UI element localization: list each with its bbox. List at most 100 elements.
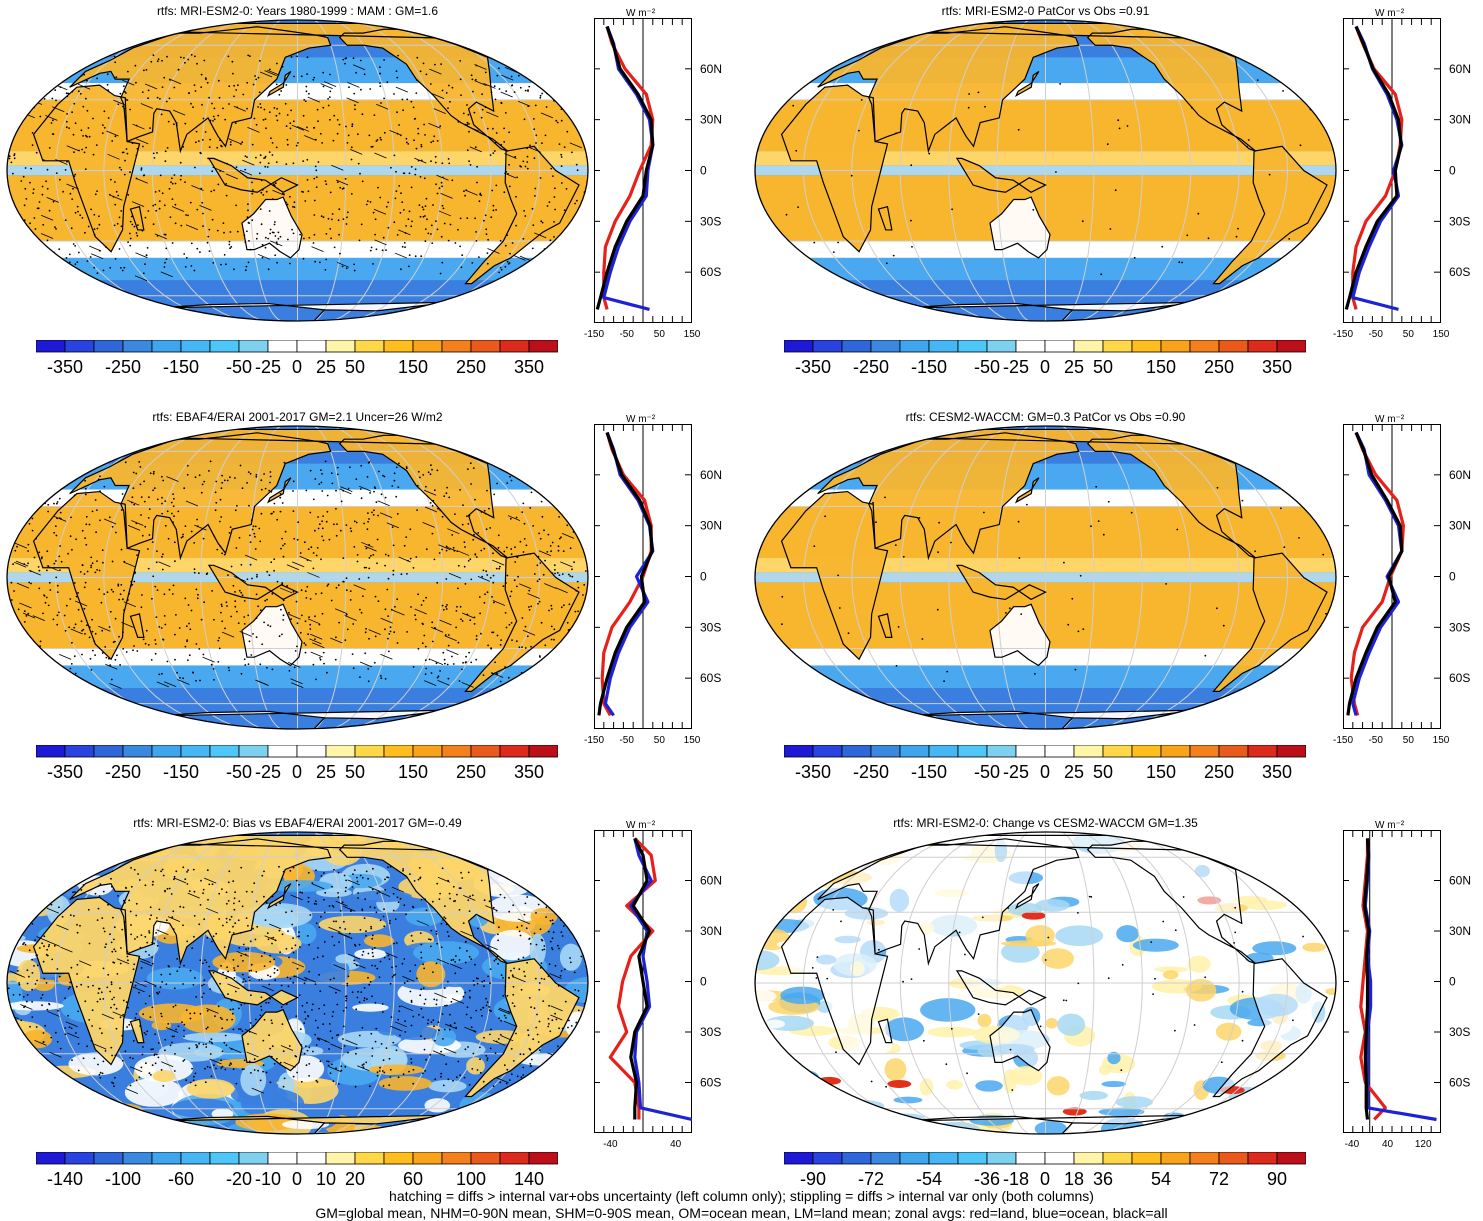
coastline: [129, 205, 145, 231]
coastline: [955, 157, 1047, 193]
panel-title-p6: rtfs: MRI-ESM2-0: Change vs CESM2-WACCM …: [893, 816, 1198, 830]
colorbar-swatch: [122, 340, 153, 353]
colorbar-swatch: [180, 745, 211, 758]
map-blob: [867, 839, 896, 851]
land-patch: [905, 1115, 1199, 1134]
zonal-x-labels-p2: -150 -50 50 150: [1333, 329, 1450, 340]
coastline: [1212, 145, 1328, 285]
map-blob: [769, 1081, 786, 1101]
colorbar-p2: -350 -250 -150 -50 -25 0 25 50 150 250 350: [784, 340, 1306, 377]
colorbar-swatch: [528, 745, 558, 758]
map-blob: [755, 832, 773, 853]
coastline: [266, 477, 292, 504]
land-patch: [465, 553, 579, 692]
zonal-unit-label: W m⁻²: [626, 820, 656, 831]
colorbar-swatch: [1015, 745, 1046, 758]
map-blob: [554, 1067, 588, 1086]
zonal-series-ocean: [603, 431, 655, 717]
map-blob: [1035, 899, 1070, 912]
colorbar-swatch: [267, 745, 298, 758]
map-blob: [1304, 1100, 1336, 1116]
zonal-lat-label: 30S: [1449, 1025, 1470, 1039]
map-outline: [754, 19, 1337, 322]
zonal-profile-p4: [1343, 424, 1441, 729]
land-patch: [1213, 146, 1327, 284]
zonal-series-land: [602, 26, 655, 310]
map-blob: [755, 1075, 778, 1099]
map-blob: [117, 1126, 180, 1134]
map-blob: [212, 951, 276, 973]
colorbar-label: 50: [345, 762, 365, 782]
map-blob: [1187, 955, 1211, 973]
map-blob: [527, 1081, 577, 1102]
colorbar-label: -350: [47, 762, 83, 782]
colorbar-swatch: [296, 745, 327, 758]
coastline: [817, 26, 1080, 154]
zonal-x-labels-p6: -40 40 120: [1345, 1139, 1432, 1150]
coastline: [780, 896, 889, 1066]
coastline: [464, 958, 580, 1098]
colorbar-p5: -140 -100 -60 -20 -10 0 10 20 60 100 140: [36, 1152, 558, 1189]
colorbar-swatch: [93, 340, 124, 353]
colorbar-swatch: [870, 1152, 901, 1165]
map-blob: [1325, 988, 1336, 995]
land-patch: [781, 491, 888, 660]
land-patch: [1087, 841, 1256, 964]
map-blob: [413, 941, 480, 965]
map-blob: [515, 864, 575, 877]
colorbar-swatch: [1102, 1152, 1133, 1165]
map-blob: [186, 1078, 235, 1099]
map-blob: [442, 993, 463, 1003]
coastline: [464, 145, 580, 285]
map-blob: [363, 934, 395, 948]
land-patch: [208, 970, 298, 1005]
map-blob: [1105, 1001, 1123, 1011]
zonal-unit-label: W m⁻²: [1375, 820, 1405, 831]
coastline: [207, 157, 299, 193]
map-blob: [1162, 970, 1179, 980]
coastline: [877, 613, 893, 638]
colorbar-swatch: [986, 1152, 1017, 1165]
map-blob: [182, 1032, 246, 1043]
panel-title-p5: rtfs: MRI-ESM2-0: Bias vs EBAF4/ERAI 200…: [133, 816, 462, 830]
stippling: [755, 485, 1336, 683]
colorbar-swatch: [354, 1152, 385, 1165]
land-patch: [465, 958, 579, 1097]
map-blob: [893, 1096, 923, 1104]
zonal-x-labels-p3: -150 -50 50 150: [584, 735, 701, 746]
coastline: [780, 84, 889, 253]
map-blob: [1025, 925, 1055, 947]
panel-title-p1: rtfs: MRI-ESM2-0: Years 1980-1999 : MAM …: [156, 4, 439, 18]
zonal-x-label: 150: [684, 329, 701, 340]
colorbar-swatch: [784, 340, 814, 353]
zonal-lat-label: 30S: [700, 1025, 721, 1039]
map-blob: [1262, 841, 1313, 849]
colorbar-label: -20: [226, 1169, 252, 1189]
zonal-series-all: [597, 431, 654, 716]
map-blob: [764, 1124, 817, 1133]
map-blob: [787, 862, 813, 881]
map-blob: [1305, 847, 1336, 860]
zonal-unit-p4: W m⁻²: [1375, 414, 1405, 425]
map-blob: [1132, 938, 1179, 952]
map-blob: [490, 929, 535, 961]
colorbar-label: 0: [1040, 762, 1050, 782]
colorbar-label: 50: [1093, 357, 1113, 377]
coastline: [780, 490, 889, 661]
map-blob: [755, 990, 777, 1002]
colorbar-swatch: [93, 1152, 124, 1165]
colorbar-label: 250: [456, 762, 486, 782]
zonal-lat-label: 60S: [1449, 265, 1470, 279]
panel-title-p3: rtfs: EBAF4/ERAI 2001-2017 GM=2.1 Uncer=…: [152, 410, 443, 424]
map-blob: [529, 933, 546, 966]
colorbar-swatch: [1015, 340, 1046, 353]
colorbar-swatch: [1189, 745, 1220, 758]
land-patch: [33, 85, 140, 252]
map-p1: [6, 19, 589, 322]
map-blob: [1010, 1066, 1043, 1086]
colorbar-swatch: [1276, 340, 1306, 353]
zonal-lat-label: 30S: [700, 620, 721, 634]
colorbar-swatch: [441, 1152, 472, 1165]
map-blob: [393, 1025, 440, 1041]
zonal-x-label: -40: [603, 1139, 618, 1150]
